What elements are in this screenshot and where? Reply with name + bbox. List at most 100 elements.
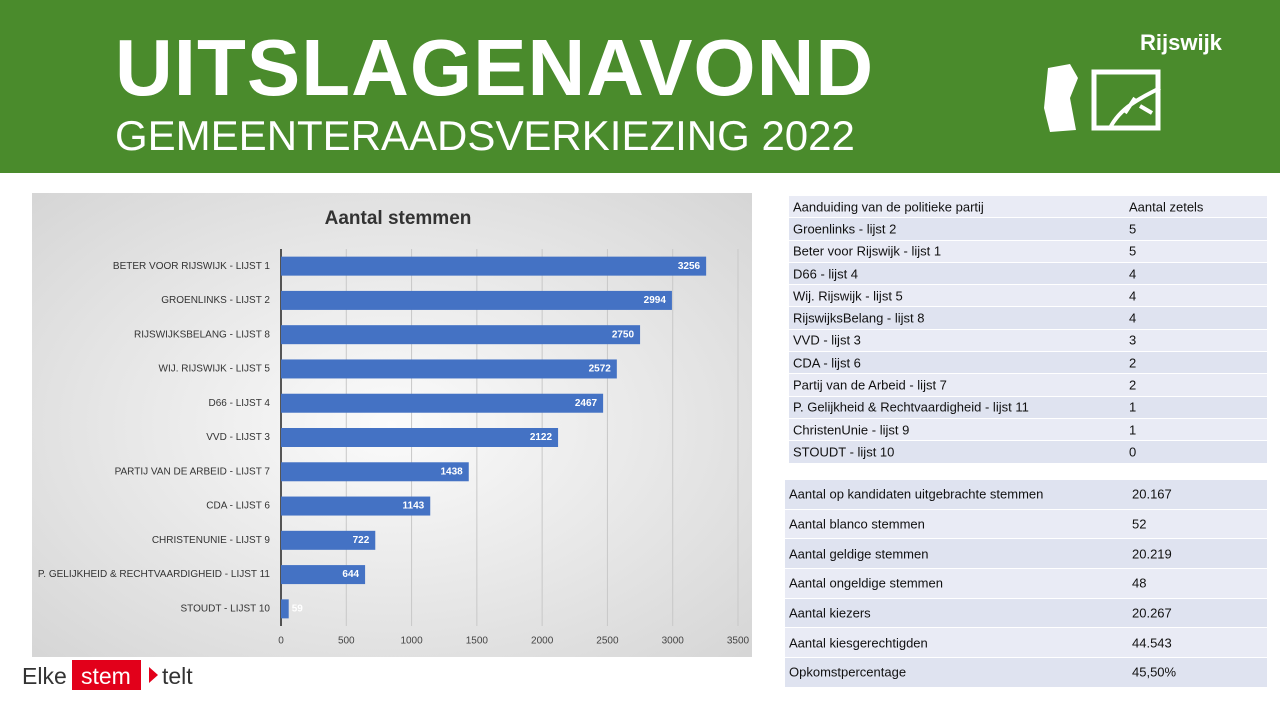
x-tick-label: 1500 <box>466 636 489 647</box>
y-tick-label: RIJSWIJKSBELANG - LIJST 8 <box>134 329 270 340</box>
table-row: D66 - lijst 4 4 <box>789 262 1267 286</box>
table-row: STOUDT - lijst 10 0 <box>789 441 1267 464</box>
table-row: Aantal kiezers 20.267 <box>785 598 1267 629</box>
table-cell: 2 <box>1129 377 1137 393</box>
table-row: Partij van de Arbeid - lijst 7 2 <box>789 374 1267 397</box>
y-tick-label: GROENLINKS - LIJST 2 <box>161 295 270 306</box>
table-cell: CDA - lijst 6 <box>793 355 861 371</box>
table-row: Groenlinks - lijst 2 5 <box>789 218 1267 241</box>
table-cell: 20.219 <box>1132 546 1172 562</box>
table-cell: 1 <box>1129 422 1137 438</box>
table-cell: Beter voor Rijswijk - lijst 1 <box>793 243 942 259</box>
slogan-arrow <box>149 667 158 683</box>
data-label: 2994 <box>644 295 667 306</box>
table-cell: 52 <box>1132 516 1147 532</box>
table-cell: 5 <box>1129 243 1137 259</box>
table-row: Aantal ongeldige stemmen 48 <box>785 569 1267 599</box>
table-cell: Aantal op kandidaten uitgebrachte stemme… <box>789 486 1044 502</box>
table-row: RijswijksBelang - lijst 8 4 <box>789 307 1267 330</box>
table-cell: 4 <box>1129 310 1137 326</box>
x-tick-label: 3000 <box>662 636 685 647</box>
data-label: 1143 <box>403 501 425 512</box>
bar <box>281 428 559 447</box>
table-cell: Opkomstpercentage <box>789 664 907 680</box>
table-cell: 44.543 <box>1132 635 1172 651</box>
data-label: 59 <box>292 604 304 615</box>
x-tick-label: 2000 <box>531 636 554 647</box>
table-cell: P. Gelijkheid & Rechtvaardigheid - lijst… <box>793 399 1029 415</box>
table-cell: 48 <box>1132 575 1147 591</box>
table-cell: Aantal blanco stemmen <box>789 516 925 532</box>
bar <box>281 256 707 276</box>
table-cell: 0 <box>1129 444 1137 460</box>
x-tick-label: 1000 <box>400 636 423 647</box>
table-cell: 4 <box>1129 288 1137 304</box>
data-label: 2572 <box>589 364 612 375</box>
bar <box>281 565 366 585</box>
table-row: ChristenUnie - lijst 9 1 <box>789 418 1267 442</box>
chart-title: Aantal stemmen <box>325 208 472 229</box>
y-tick-label: CHRISTENUNIE - LIJST 9 <box>152 535 271 546</box>
table-cell: 4 <box>1129 266 1137 282</box>
table-cell: ChristenUnie - lijst 9 <box>793 422 910 438</box>
bar <box>281 359 617 379</box>
table-cell: 5 <box>1129 221 1137 237</box>
table-row: Opkomstpercentage 45,50% <box>785 658 1267 688</box>
table-row: Aantal blanco stemmen 52 <box>785 509 1267 540</box>
bar <box>281 325 641 345</box>
table-cell: 3 <box>1129 332 1137 348</box>
data-label: 1438 <box>441 466 464 477</box>
x-tick-label: 500 <box>338 636 355 647</box>
data-label: 2750 <box>612 329 635 340</box>
table-cell: Partij van de Arbeid - lijst 7 <box>793 377 947 393</box>
table-row: Aantal op kandidaten uitgebrachte stemme… <box>785 480 1267 510</box>
bar <box>281 599 289 619</box>
data-label: 3256 <box>678 261 701 272</box>
y-tick-label: VVD - LIJST 3 <box>206 432 270 443</box>
table-cell: RijswijksBelang - lijst 8 <box>793 310 925 326</box>
seats-table: Aanduiding van de politieke partij Aantal… <box>789 196 1267 464</box>
slogan-box <box>72 660 141 690</box>
y-tick-label: CDA - LIJST 6 <box>206 501 270 512</box>
y-tick-label: STOUDT - LIJST 10 <box>181 604 271 615</box>
table-row: Aantal kiesgerechtigden 44.543 <box>785 628 1267 659</box>
table-cell: Aantal geldige stemmen <box>789 546 929 562</box>
bar <box>281 393 604 413</box>
table-cell: Aantal kiezers <box>789 605 871 621</box>
x-tick-label: 0 <box>278 636 284 647</box>
table-cell: 20.267 <box>1132 605 1172 621</box>
data-label: 722 <box>353 535 370 546</box>
bar <box>281 462 469 482</box>
subtitle: GEMEENTERAADSVERKIEZING 2022 <box>115 112 855 159</box>
bar <box>281 530 376 550</box>
header: UITSLAGENAVOND GEMEENTERAADSVERKIEZING 2… <box>0 0 1280 173</box>
table-cell: VVD - lijst 3 <box>793 332 861 348</box>
table-header: Aanduiding van de politieke partij Aantal… <box>789 196 1267 219</box>
data-label: 2467 <box>575 398 598 409</box>
table-row: Beter voor Rijswijk - lijst 1 5 <box>789 240 1267 263</box>
table-row: Aantal geldige stemmen 20.219 <box>785 539 1267 570</box>
table-cell: STOUDT - lijst 10 <box>793 444 895 460</box>
table-cell: Aanduiding van de politieke partij <box>793 199 984 215</box>
logo-emblem <box>1044 64 1161 132</box>
y-tick-label: P. GELIJKHEID & RECHTVAARDIGHEID - LIJST… <box>38 569 271 580</box>
data-label: 644 <box>342 569 359 580</box>
table-cell: 45,50% <box>1132 664 1177 680</box>
bar <box>281 290 672 310</box>
data-label: 2122 <box>530 432 553 443</box>
slogan-word: stem <box>81 663 131 689</box>
table-row: P. Gelijkheid & Rechtvaardigheid - lijst… <box>789 396 1267 419</box>
table-cell: Aantal zetels <box>1129 199 1204 215</box>
stats-table: Aantal op kandidaten uitgebrachte stemme… <box>785 480 1267 688</box>
x-tick-label: 2500 <box>596 636 619 647</box>
table-cell: D66 - lijst 4 <box>793 266 859 282</box>
table-cell: Aantal kiesgerechtigden <box>789 635 928 651</box>
title: UITSLAGENAVOND <box>115 23 875 112</box>
bar <box>281 496 431 516</box>
table-row: CDA - lijst 6 2 <box>789 352 1267 375</box>
x-tick-label: 3500 <box>727 636 750 647</box>
table-cell: 20.167 <box>1132 486 1172 502</box>
table-cell: 1 <box>1129 399 1137 415</box>
y-tick-label: WIJ. RIJSWIJK - LIJST 5 <box>159 364 271 375</box>
